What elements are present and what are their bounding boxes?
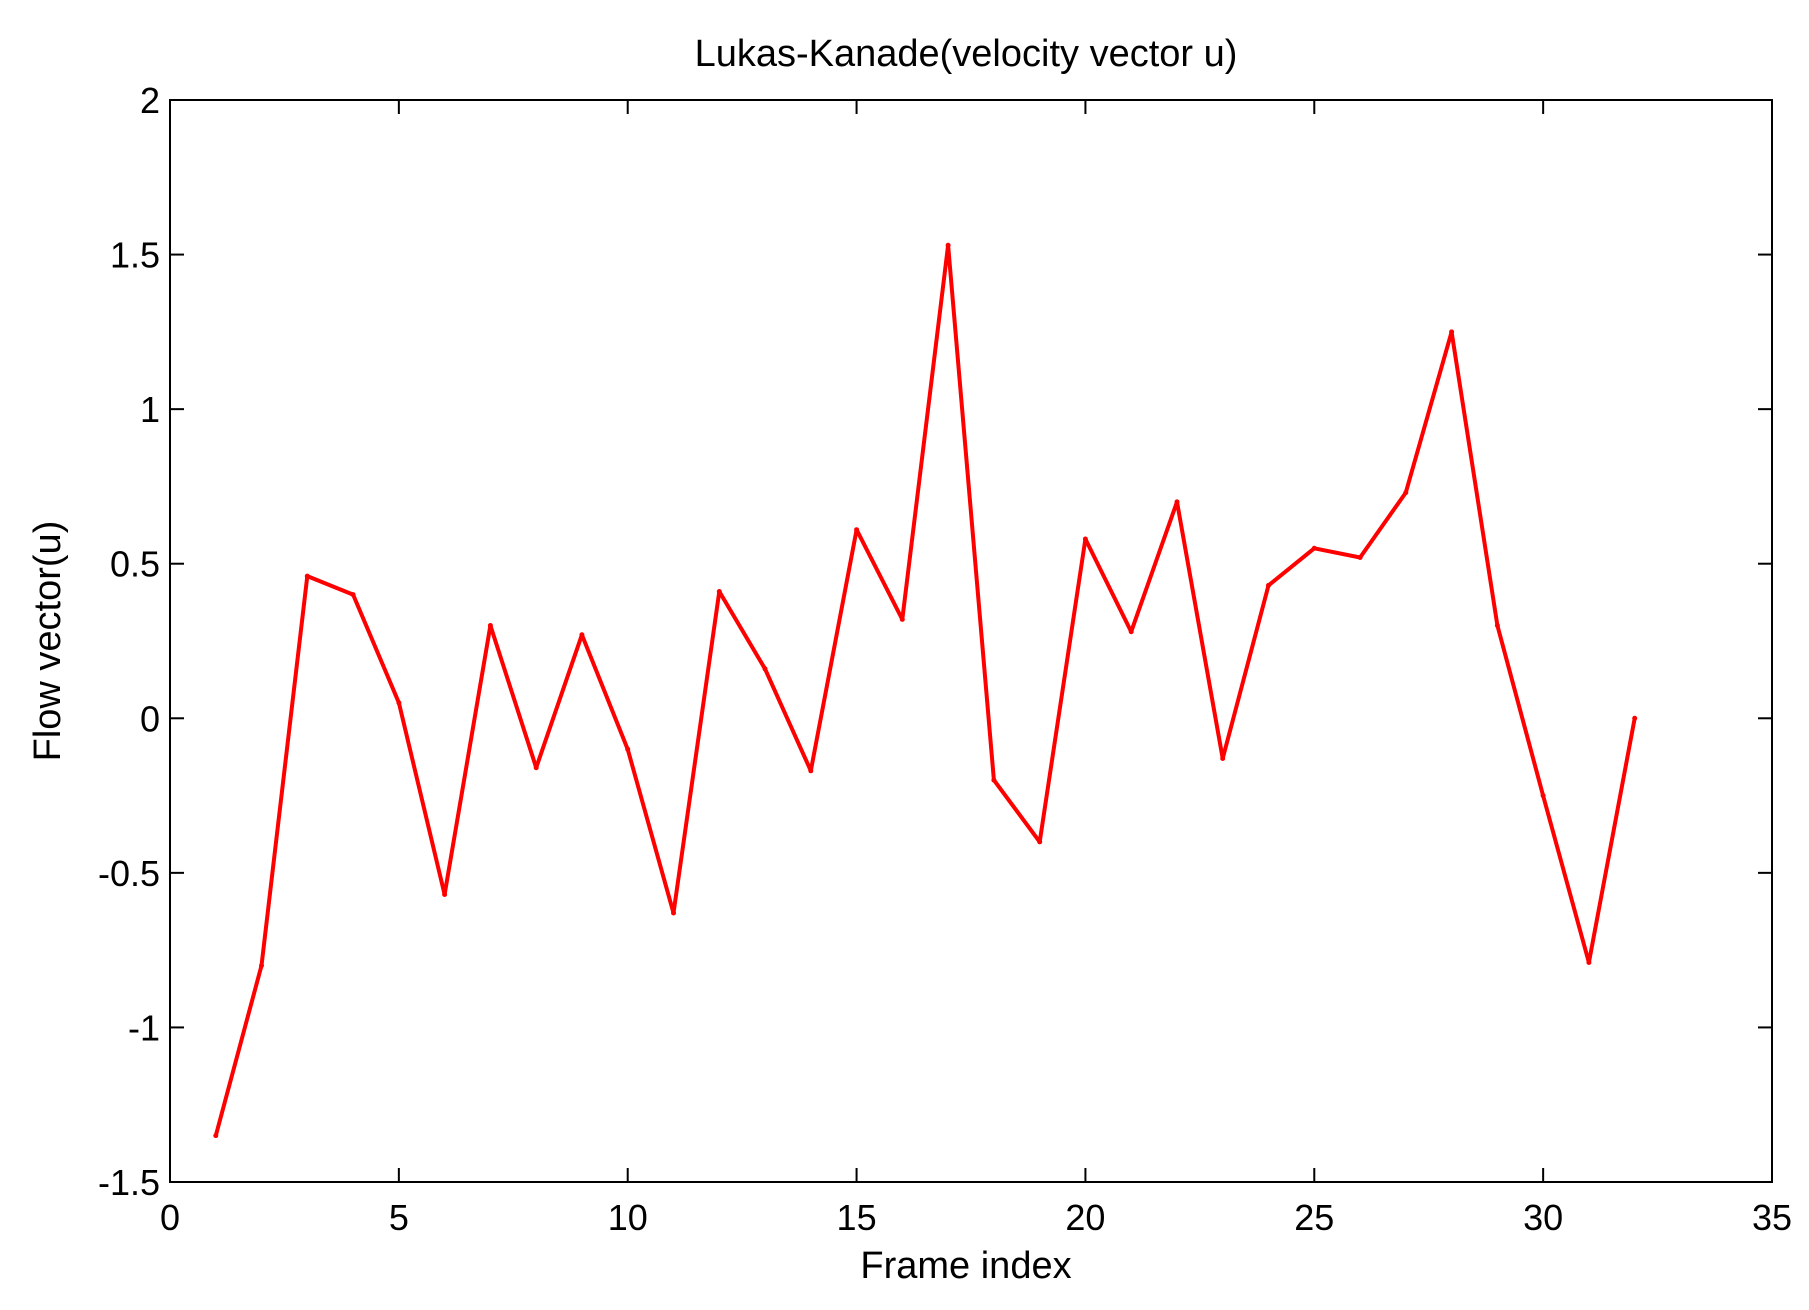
y-tick-label: -0.5 <box>98 853 160 894</box>
x-tick-label: 35 <box>1752 1197 1792 1238</box>
y-tick-label: -1.5 <box>98 1162 160 1203</box>
data-point <box>1128 629 1134 635</box>
x-axis-label: Frame index <box>860 1245 1071 1287</box>
data-point <box>991 777 997 783</box>
data-point <box>259 963 264 969</box>
y-tick-label: 0.5 <box>110 544 160 585</box>
data-point <box>1540 793 1546 799</box>
plot-area-frame <box>169 99 1773 1183</box>
y-axis-ticks: -1.5 -1 -0.5 0 0.5 1 1.5 2 <box>98 80 1772 1203</box>
x-tick-label: 30 <box>1523 1197 1563 1238</box>
data-point <box>762 666 768 672</box>
x-tick-label: 25 <box>1294 1197 1334 1238</box>
data-point <box>1494 623 1500 628</box>
data-point <box>442 892 448 897</box>
data-point <box>625 746 631 752</box>
y-tick-label: 2 <box>140 80 160 121</box>
data-point <box>854 527 860 533</box>
data-point <box>304 573 310 579</box>
data-point <box>716 589 722 594</box>
y-axis-label: Flow vector(u) <box>27 521 69 762</box>
y-tick-label: 0 <box>140 698 160 739</box>
data-point <box>350 592 356 598</box>
data-point <box>899 616 905 622</box>
y-tick-label: 1.5 <box>110 235 160 276</box>
x-tick-label: 10 <box>608 1197 648 1238</box>
x-tick-label: 20 <box>1065 1197 1105 1238</box>
x-tick-label: 0 <box>160 1197 180 1238</box>
data-point <box>1082 536 1088 542</box>
data-point <box>579 632 585 638</box>
data-point <box>1311 545 1317 551</box>
data-point <box>945 242 951 248</box>
data-point <box>1266 582 1271 588</box>
x-tick-label: 15 <box>837 1197 877 1238</box>
chart-title: Lukas-Kanade(velocity vector u) <box>695 33 1238 75</box>
data-point <box>1632 715 1638 721</box>
data-point <box>1586 960 1592 965</box>
data-point <box>213 1133 219 1139</box>
series-line <box>213 243 1637 1138</box>
data-point <box>487 623 493 628</box>
data-point <box>671 910 676 916</box>
data-point <box>1357 555 1363 560</box>
y-tick-label: 1 <box>140 389 160 430</box>
data-point <box>808 768 814 774</box>
data-point <box>1449 329 1455 335</box>
x-axis-ticks: 0 5 10 15 20 25 30 35 <box>160 100 1792 1238</box>
data-point <box>1174 499 1180 505</box>
data-point <box>1037 839 1043 845</box>
data-point <box>396 700 402 706</box>
series-layer <box>213 242 1638 1139</box>
data-point <box>533 765 539 771</box>
y-tick-label: -1 <box>128 1007 160 1048</box>
data-point <box>1220 756 1226 761</box>
x-tick-label: 5 <box>389 1197 409 1238</box>
data-point <box>1403 490 1409 496</box>
